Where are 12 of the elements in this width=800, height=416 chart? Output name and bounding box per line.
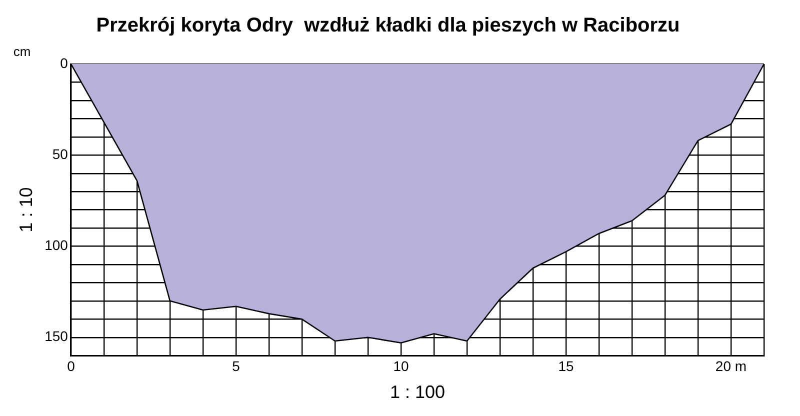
x-tick-label: 10 [393, 358, 409, 374]
x-tick-label: 20 m [715, 358, 747, 374]
y-tick-label: 150 [44, 328, 68, 344]
y-tick-label: 50 [52, 146, 68, 162]
y-tick-label: 0 [60, 54, 68, 71]
y-tick-label: 100 [44, 237, 68, 254]
x-axis-title: 1 : 100 [390, 382, 446, 402]
x-tick-label: 5 [232, 358, 240, 374]
chart-title: Przekrój koryta Odry wzdłuż kładki dla pieszych w Raciborzu [96, 14, 680, 37]
x-tick-label: 15 [558, 358, 574, 374]
y-axis-title: 1 : 10 [16, 187, 36, 232]
text: cm [13, 44, 31, 59]
